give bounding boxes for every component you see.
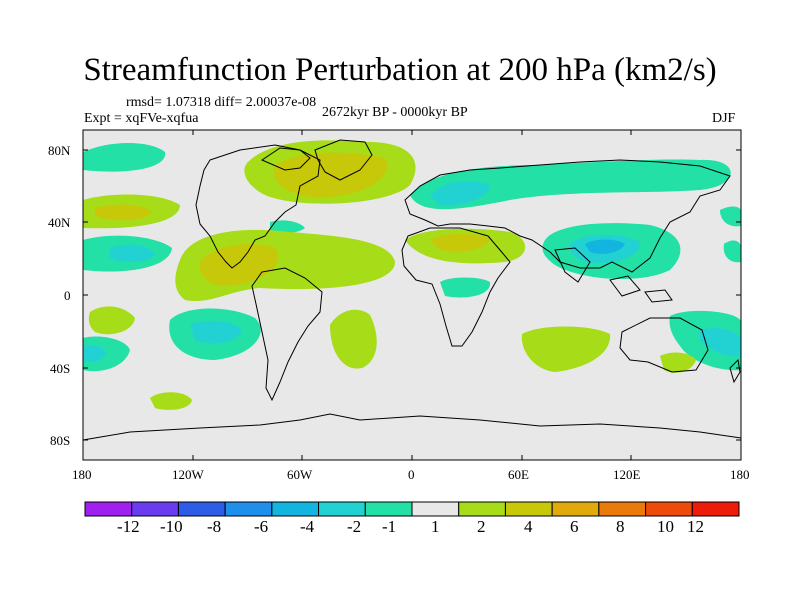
anomaly-positive [330,309,377,369]
coastlines [82,139,742,441]
anomaly-negative [720,206,741,227]
colorbar-label: -12 [117,517,140,536]
lon-label: 60W [287,467,313,482]
colorbar-label: 4 [524,517,533,536]
colorbar-label: -4 [300,517,315,536]
coast-new-zealand [729,358,741,384]
colorbar-label: -10 [160,517,183,536]
colorbar-swatch [84,501,133,517]
colorbar-swatch [645,501,693,517]
colorbar-swatch [224,501,273,517]
lon-label: 60E [508,467,529,482]
anomaly-positive [150,392,192,410]
colorbar-swatch [177,501,226,517]
anomaly-negative-strong [430,181,490,206]
colorbar-label: -2 [347,517,362,536]
coast-borneo [644,289,673,303]
colorbar-swatch [411,501,460,517]
lat-label: 0 [64,288,71,303]
coast-north-america [195,144,321,269]
coast-eurasia [404,159,731,273]
anomaly-positive-strong [430,233,490,252]
colorbar-label: -8 [207,517,222,536]
colorbar-label: 6 [570,517,579,536]
anomaly-negative-strong [700,327,741,357]
stats-label: rmsd= 1.07318 diff= 2.00037e-08 [126,95,317,110]
anomaly-positive [88,306,135,335]
coast-antarctica [82,413,742,441]
colorbar-label: 8 [616,517,625,536]
coast-india [554,247,591,283]
coast-australia [619,317,709,373]
anomaly-positive-strong [95,204,152,221]
coast-hudson [260,147,311,171]
axis-ticks [83,130,741,460]
colorbar-swatch [551,501,600,517]
anomaly-negative [410,159,731,210]
lon-label: 120E [613,467,641,482]
colorbar-swatch [131,501,179,517]
colorbar-swatch [318,501,366,517]
anomaly-negative [440,277,491,298]
anomaly-negative-strong [83,344,106,362]
anomaly-negative-strong [110,244,155,263]
colorbar-swatch [458,501,506,517]
colorbar-swatch [364,501,413,517]
colorbar-swatch [271,501,320,517]
coast-indonesia [609,275,641,297]
colorbar-swatch [504,501,553,517]
anomaly-negative [270,220,305,233]
colorbar-label: 1 [431,517,440,536]
lon-label: 180 [72,467,92,482]
colorbar-label: -1 [382,517,397,536]
lon-label: 120W [172,467,204,482]
plot-title: Streamfunction Perturbation at 200 hPa (… [83,52,717,88]
anomaly-negative [723,240,741,263]
colorbar-label: 2 [477,517,486,536]
coast-greenland [314,139,373,181]
lat-label: 80N [48,143,71,158]
anomaly-negative [83,143,166,172]
colorbar [84,501,740,517]
colorbar-label: 12 [687,517,704,536]
colorbar-label: 10 [657,517,674,536]
anomaly-negative-strong [190,320,242,344]
lat-label: 80S [50,433,71,448]
lon-label: 180 [730,467,750,482]
lat-label: 40N [48,215,71,230]
season-label: DJF [712,111,736,126]
period-label: 2672kyr BP - 0000kyr BP [322,105,468,120]
anomaly-negative [83,336,130,372]
lon-label: 0 [408,467,415,482]
colorbar-swatch [598,501,647,517]
lat-label: 40S [50,361,71,376]
anomaly-positive [521,326,611,372]
coast-africa [401,227,511,347]
colorbar-label: -6 [254,517,269,536]
anomaly-negative-strongest [585,239,625,254]
anomaly-positive [660,352,696,373]
experiment-label: Expt = xqFVe-xqfua [84,111,199,126]
coast-south-america [251,267,323,402]
colorbar-swatch [691,501,740,517]
